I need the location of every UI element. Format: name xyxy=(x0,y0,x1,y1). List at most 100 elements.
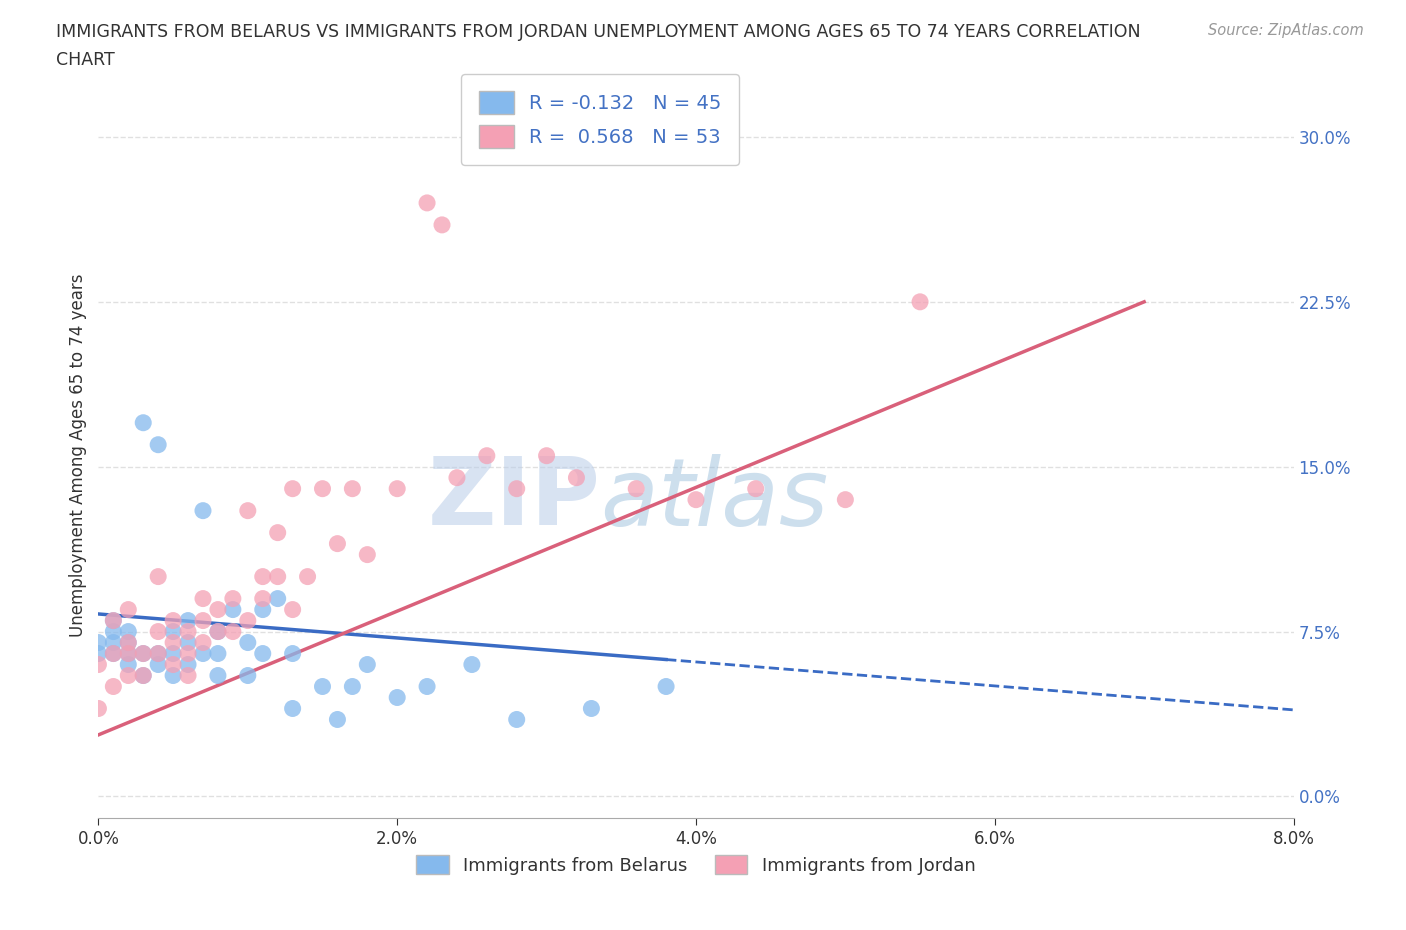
Point xyxy=(297,569,319,584)
Point xyxy=(581,701,603,716)
Point xyxy=(207,668,229,683)
Point xyxy=(626,481,648,496)
Point xyxy=(475,448,498,463)
Point xyxy=(252,602,274,617)
Point xyxy=(281,646,304,661)
Legend: Immigrants from Belarus, Immigrants from Jordan: Immigrants from Belarus, Immigrants from… xyxy=(409,848,983,882)
Text: ZIP: ZIP xyxy=(427,453,600,545)
Point xyxy=(536,448,558,463)
Point xyxy=(132,668,155,683)
Point xyxy=(162,646,184,661)
Point xyxy=(177,624,200,639)
Point xyxy=(191,503,214,518)
Point xyxy=(191,591,214,606)
Point xyxy=(103,624,125,639)
Point xyxy=(416,195,439,210)
Y-axis label: Unemployment Among Ages 65 to 74 years: Unemployment Among Ages 65 to 74 years xyxy=(69,274,87,637)
Text: atlas: atlas xyxy=(600,454,828,545)
Point xyxy=(207,646,229,661)
Point xyxy=(162,668,184,683)
Point xyxy=(117,635,139,650)
Point xyxy=(103,613,125,628)
Point xyxy=(236,503,259,518)
Point xyxy=(908,295,931,310)
Point xyxy=(162,624,184,639)
Point xyxy=(148,437,170,452)
Point xyxy=(252,569,274,584)
Point xyxy=(148,569,170,584)
Point xyxy=(385,690,409,705)
Point xyxy=(222,591,245,606)
Point xyxy=(461,658,484,672)
Point xyxy=(177,613,200,628)
Point xyxy=(103,646,125,661)
Point xyxy=(385,481,409,496)
Point xyxy=(103,646,125,661)
Point xyxy=(103,635,125,650)
Point xyxy=(162,613,184,628)
Point xyxy=(132,646,155,661)
Point xyxy=(267,569,290,584)
Point xyxy=(87,658,110,672)
Text: CHART: CHART xyxy=(56,51,115,69)
Point xyxy=(446,471,468,485)
Point xyxy=(148,658,170,672)
Point xyxy=(191,635,214,650)
Point xyxy=(281,701,304,716)
Point xyxy=(117,646,139,661)
Point xyxy=(267,591,290,606)
Point xyxy=(117,658,139,672)
Point xyxy=(252,646,274,661)
Point xyxy=(207,624,229,639)
Point xyxy=(252,591,274,606)
Point xyxy=(430,218,453,232)
Point xyxy=(281,602,304,617)
Point xyxy=(132,416,155,431)
Point xyxy=(103,679,125,694)
Point xyxy=(745,481,768,496)
Point xyxy=(87,635,110,650)
Text: IMMIGRANTS FROM BELARUS VS IMMIGRANTS FROM JORDAN UNEMPLOYMENT AMONG AGES 65 TO : IMMIGRANTS FROM BELARUS VS IMMIGRANTS FR… xyxy=(56,23,1140,41)
Point xyxy=(132,668,155,683)
Point xyxy=(236,613,259,628)
Point xyxy=(117,668,139,683)
Point xyxy=(236,668,259,683)
Point xyxy=(506,481,529,496)
Point xyxy=(356,547,378,562)
Point xyxy=(685,492,707,507)
Point xyxy=(655,679,678,694)
Point xyxy=(342,481,364,496)
Point xyxy=(222,602,245,617)
Point xyxy=(311,679,333,694)
Point xyxy=(191,613,214,628)
Point xyxy=(162,635,184,650)
Point xyxy=(281,481,304,496)
Point xyxy=(326,712,349,727)
Point xyxy=(148,646,170,661)
Point xyxy=(506,712,529,727)
Point xyxy=(177,668,200,683)
Point xyxy=(162,658,184,672)
Point xyxy=(117,602,139,617)
Point xyxy=(177,635,200,650)
Point xyxy=(132,646,155,661)
Point xyxy=(177,646,200,661)
Point xyxy=(117,624,139,639)
Point xyxy=(222,624,245,639)
Point xyxy=(87,701,110,716)
Point xyxy=(236,635,259,650)
Point xyxy=(207,624,229,639)
Point xyxy=(177,658,200,672)
Point xyxy=(311,481,333,496)
Text: Source: ZipAtlas.com: Source: ZipAtlas.com xyxy=(1208,23,1364,38)
Point xyxy=(117,646,139,661)
Point xyxy=(834,492,856,507)
Point xyxy=(207,602,229,617)
Point xyxy=(148,646,170,661)
Point xyxy=(326,537,349,551)
Point xyxy=(416,679,439,694)
Point xyxy=(117,635,139,650)
Point xyxy=(191,646,214,661)
Point xyxy=(148,624,170,639)
Point xyxy=(342,679,364,694)
